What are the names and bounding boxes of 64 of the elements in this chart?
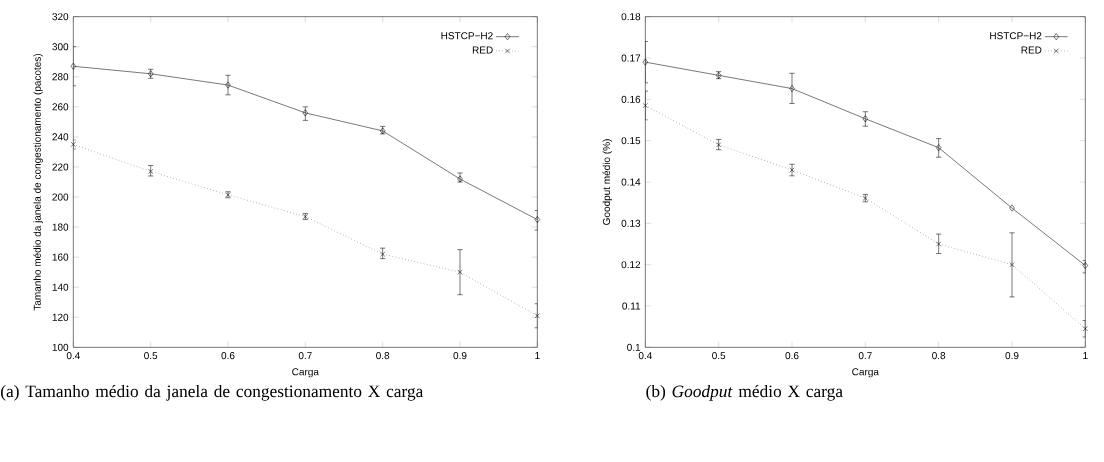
x-tick-label: 0.7 <box>298 352 312 360</box>
y-tick-label: 0.12 <box>621 261 641 269</box>
legend-label: RED <box>1021 46 1042 54</box>
y-tick-label: 0.18 <box>621 13 641 21</box>
y-tick-label: 140 <box>52 283 69 291</box>
legend-label: HSTCP−H2 <box>441 32 493 40</box>
x-axis-title: Carga <box>292 368 319 378</box>
y-tick-label: 200 <box>52 193 69 201</box>
point <box>225 81 231 89</box>
y-tick-label: 180 <box>52 223 69 231</box>
y-tick-label: 100 <box>52 343 69 351</box>
point <box>642 103 648 109</box>
y-tick-label: 0.13 <box>621 219 641 227</box>
point <box>457 269 463 275</box>
y-tick-label: 120 <box>52 313 69 321</box>
x-tick-label: 0.7 <box>858 352 872 360</box>
x-tick-label: 1 <box>1083 352 1088 359</box>
legend-label: RED <box>472 46 493 54</box>
y-tick-label: 0.11 <box>622 302 641 310</box>
x-tick-label: 0.9 <box>453 352 467 360</box>
y-tick-label: 0.17 <box>621 54 641 62</box>
point <box>534 313 540 319</box>
text: (a) Tamanho médio da janela de congestionamento X carga <box>1 384 424 401</box>
x-tick-label: 0.9 <box>1005 352 1019 360</box>
y-axis-title: Tamanho médio da janela de congestionamento (pacotes) <box>33 53 43 311</box>
y-tick-label: 0.16 <box>621 95 641 103</box>
y-tick-label: 160 <box>52 253 69 261</box>
x-tick-label: 0.8 <box>376 352 390 360</box>
x-tick-label: 0.4 <box>66 352 80 360</box>
y-tick-label: 0.14 <box>621 178 641 186</box>
y-tick-label: 240 <box>52 133 69 141</box>
y-tick-label: 300 <box>52 43 69 51</box>
x-tick-label: 0.5 <box>712 352 726 360</box>
point <box>642 58 649 66</box>
text: (b) Goodput médio X carga <box>646 384 843 401</box>
y-tick-label: 280 <box>52 73 69 81</box>
point <box>148 168 154 175</box>
point <box>1009 262 1015 268</box>
y-tick-label: 220 <box>52 163 69 171</box>
point <box>936 241 942 247</box>
y-tick-label: 0.1 <box>627 343 641 351</box>
point <box>1009 204 1015 212</box>
point <box>534 216 540 224</box>
x-tick-label: 0.4 <box>638 352 652 360</box>
x-axis-title: Carga <box>852 368 879 378</box>
point <box>302 109 308 117</box>
x-tick-label: 0.5 <box>144 352 158 360</box>
x-tick-label: 0.6 <box>221 352 235 360</box>
y-tick-label: 320 <box>52 13 69 21</box>
point <box>862 115 869 123</box>
x-tick-label: 1 <box>535 352 540 359</box>
x-tick-label: 0.6 <box>785 352 799 360</box>
y-tick-label: 0.15 <box>621 137 641 145</box>
legend-label: HSTCP−H2 <box>990 32 1042 40</box>
x-tick-label: 0.8 <box>932 352 946 360</box>
y-axis-title: Goodput médio (%) <box>602 139 612 225</box>
point <box>380 251 386 257</box>
point <box>70 62 77 70</box>
point <box>789 85 795 93</box>
point <box>716 142 722 148</box>
y-tick-label: 260 <box>52 103 69 111</box>
point <box>1082 326 1088 332</box>
point <box>936 144 942 152</box>
point <box>457 175 463 183</box>
